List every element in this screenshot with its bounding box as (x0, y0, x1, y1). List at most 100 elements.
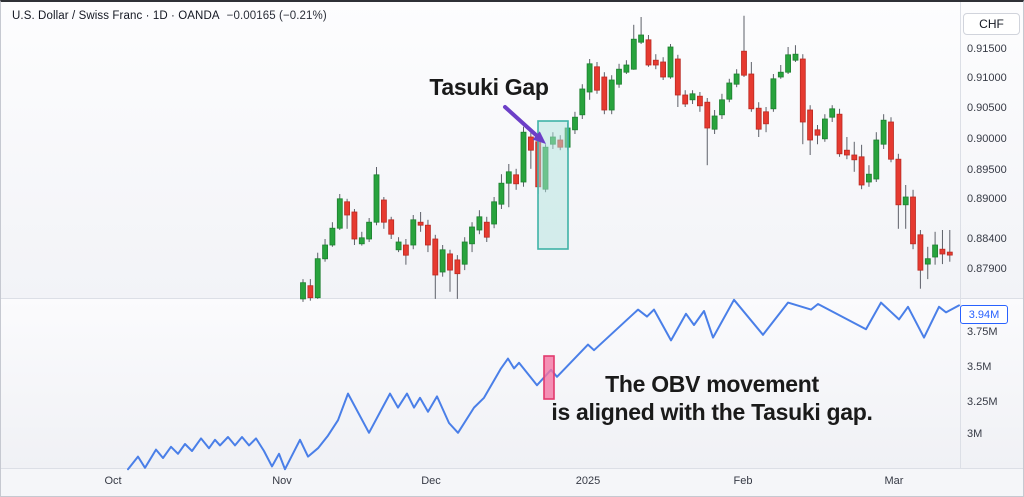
obv-pane-background (1, 299, 1023, 468)
obv-axis-label: 3.75M (967, 326, 998, 338)
candle-down (858, 156, 865, 186)
candle-down (939, 248, 946, 255)
candle-down (814, 129, 821, 136)
candle-down (660, 61, 666, 78)
candle-up (616, 68, 622, 85)
candle-up (873, 139, 880, 180)
price-axis-label: 0.91000 (967, 72, 1007, 84)
tasuki-arrow[interactable] (503, 105, 538, 137)
price-axis-label: 0.90500 (967, 102, 1007, 114)
candle-down (697, 95, 703, 107)
obv-highlight-box[interactable] (543, 355, 555, 400)
candle-up (314, 258, 321, 299)
candle-down (895, 158, 902, 206)
candle-down (344, 201, 351, 216)
obv-line (127, 298, 960, 471)
candle-down (888, 121, 894, 160)
candle-up (358, 237, 365, 245)
candle-up (689, 93, 696, 101)
candle-down (402, 244, 409, 256)
price-axis-label: 0.89500 (967, 164, 1007, 176)
candle-down (645, 39, 652, 66)
candle-down (682, 94, 689, 105)
candle-down (836, 113, 843, 155)
candle-down (454, 259, 461, 275)
time-axis-label: Feb (733, 475, 753, 487)
candle-up (785, 54, 791, 73)
candle-up (719, 99, 725, 116)
candle-down (594, 66, 600, 91)
candle-up (880, 119, 887, 145)
candle-down (652, 59, 659, 66)
obv-axis-label: 3M (967, 428, 983, 440)
candle-up (829, 108, 836, 118)
candle-up (395, 241, 402, 251)
candle-up (866, 173, 872, 183)
candle-down (351, 211, 358, 240)
candle-down (910, 196, 916, 245)
time-axis-label: Oct (104, 475, 122, 487)
candle-down (807, 109, 813, 141)
candle-up (924, 258, 931, 265)
candle-up (711, 115, 718, 130)
price-change: −0.00165 (−0.21%) (226, 10, 327, 22)
candle-up (770, 78, 777, 110)
candle-down (417, 221, 424, 226)
price-axis-label: 0.88400 (967, 233, 1007, 245)
obv-axis-label: 3.5M (967, 361, 992, 373)
candle-up (608, 79, 615, 111)
candle-down (483, 221, 490, 238)
candle-down (763, 111, 769, 125)
symbol-title[interactable]: U.S. Dollar / Swiss Franc · 1D · OANDA (12, 10, 220, 22)
symbol-legend[interactable]: U.S. Dollar / Swiss Franc · 1D · OANDA −0… (12, 10, 327, 22)
price-axis-label: 0.87900 (967, 263, 1007, 275)
candle-up (733, 73, 740, 85)
price-axis-label: 0.91500 (967, 43, 1007, 55)
candle-up (461, 241, 468, 265)
candle-up (505, 171, 512, 184)
candle-down (424, 224, 431, 246)
candle-up (520, 131, 527, 183)
candle-up (498, 182, 505, 205)
candle-up (902, 196, 909, 206)
candle-down (380, 199, 387, 223)
candle-up (630, 38, 637, 70)
obv-note-label[interactable]: The OBV movement is aligned with the Tas… (549, 370, 875, 426)
pane-separator[interactable] (1, 298, 1023, 299)
time-axis[interactable] (1, 468, 1023, 496)
candle-up (623, 64, 630, 73)
candle-down (799, 58, 806, 123)
candle-down (528, 136, 534, 151)
candle-down (704, 101, 711, 129)
currency-unit-button[interactable]: CHF (963, 13, 1020, 35)
candle-up (572, 116, 578, 131)
candle-down (755, 107, 762, 130)
candle-up (586, 63, 593, 93)
candle-up (439, 249, 446, 273)
candle-down (307, 285, 314, 299)
price-axis-border (960, 2, 961, 469)
candle-down (601, 76, 608, 111)
obv-note-line1: The OBV movement (605, 371, 819, 397)
tasuki-gap-label[interactable]: Tasuki Gap (429, 74, 549, 100)
candle-down (844, 149, 850, 156)
obv-note-line2: is aligned with the Tasuki gap. (551, 399, 873, 425)
time-axis-label: Nov (272, 475, 292, 487)
candle-down (432, 238, 439, 276)
candle-up (329, 227, 336, 246)
candle-up (410, 219, 417, 246)
candle-up (476, 216, 483, 231)
candle-down (917, 234, 924, 271)
candle-up (726, 82, 733, 100)
obv-last-value-badge: 3.94M (960, 305, 1008, 324)
candle-down (748, 73, 755, 110)
time-axis-label: 2025 (575, 475, 601, 487)
candle-up (579, 88, 586, 116)
price-axis-label: 0.89000 (967, 193, 1007, 205)
price-pane-background (1, 2, 1023, 298)
candle-down (741, 50, 747, 76)
candle-up (469, 226, 475, 245)
candle-up (777, 71, 784, 78)
